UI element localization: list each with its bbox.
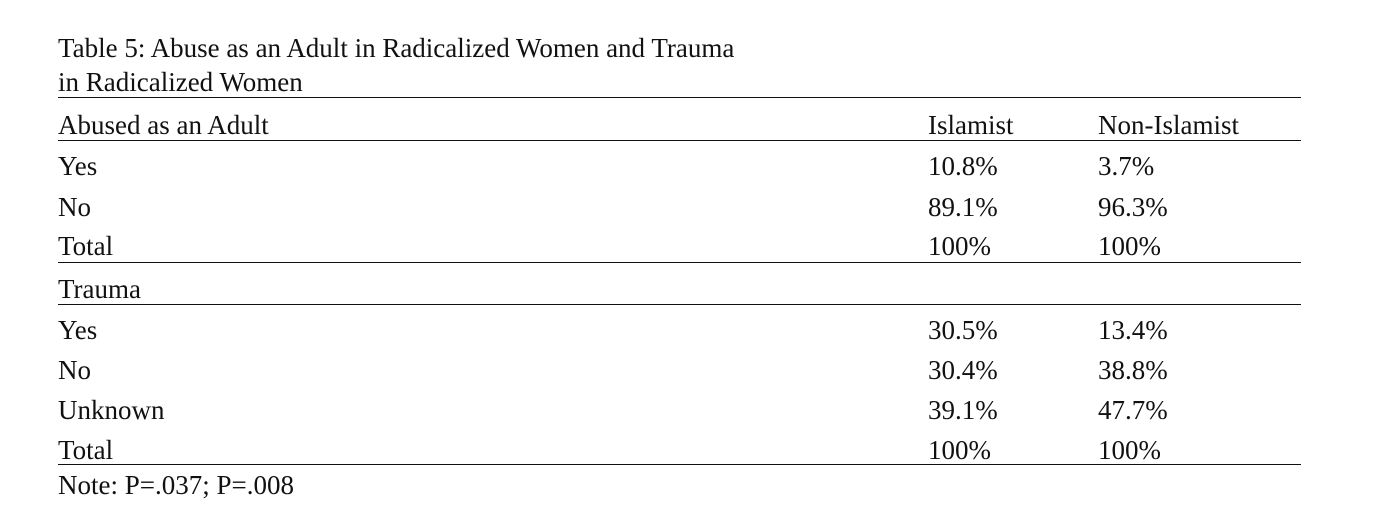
cell: 100% [928,435,991,465]
rule [58,304,1301,305]
table-title: Table 5: Abuse as an Adult in Radicalize… [58,33,735,63]
column-header: Islamist [928,110,1014,140]
row-label: Yes [58,151,98,181]
column-header: Non-Islamist [1098,110,1239,140]
cell: 39.1% [928,395,998,425]
row-label: No [58,355,91,385]
cell: 10.8% [928,151,998,181]
row-label: Unknown [58,395,165,425]
cell: 100% [928,231,991,261]
cell: 89.1% [928,192,998,222]
row-label: Yes [58,315,98,345]
cell: 96.3% [1098,192,1168,222]
cell: 38.8% [1098,355,1168,385]
cell: 30.5% [928,315,998,345]
rule [58,464,1301,465]
rule [58,140,1301,141]
cell: 13.4% [1098,315,1168,345]
row-label: Total [58,435,114,465]
cell: 3.7% [1098,151,1155,181]
rule [58,262,1301,263]
cell: 47.7% [1098,395,1168,425]
row-label: No [58,192,91,222]
note: Note: P=.037; P=.008 [58,470,294,500]
column-header: Abused as an Adult [58,110,269,140]
column-header: Trauma [58,274,142,304]
cell: 100% [1098,435,1161,465]
cell: 30.4% [928,355,998,385]
cell: 100% [1098,231,1161,261]
row-label: Total [58,231,114,261]
table-title: in Radicalized Women [58,67,303,97]
rule [58,97,1301,98]
